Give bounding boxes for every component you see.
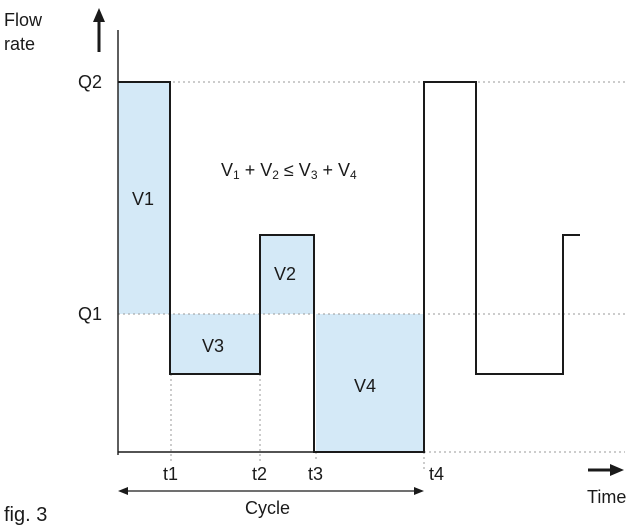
region-v2 — [260, 235, 314, 314]
q1-label: Q1 — [78, 304, 102, 324]
region-v2-label: V2 — [274, 264, 296, 284]
y-axis-label-line1: Flow — [4, 10, 43, 30]
region-v1 — [118, 82, 170, 314]
time-axis-label: Time — [587, 487, 626, 507]
t1-label: t1 — [163, 464, 178, 484]
flow-rate-waveform — [118, 81, 580, 453]
region-v4-label: V4 — [354, 376, 376, 396]
q2-label: Q2 — [78, 72, 102, 92]
y-axis-label-line2: rate — [4, 34, 35, 54]
cycle-arrow — [118, 487, 424, 495]
cycle-label: Cycle — [245, 498, 290, 518]
volume-equation: V1 + V2 ≤ V3 + V4 — [221, 160, 357, 182]
region-v1-label: V1 — [132, 189, 154, 209]
region-v3 — [170, 314, 260, 374]
region-v4 — [316, 314, 424, 452]
t4-label: t4 — [429, 464, 444, 484]
t3-label: t3 — [308, 464, 323, 484]
region-v3-label: V3 — [202, 336, 224, 356]
time-axis-arrow-icon — [588, 464, 624, 476]
figure-label: fig. 3 — [4, 504, 47, 526]
t2-label: t2 — [252, 464, 267, 484]
y-axis-arrow-icon — [93, 8, 105, 52]
